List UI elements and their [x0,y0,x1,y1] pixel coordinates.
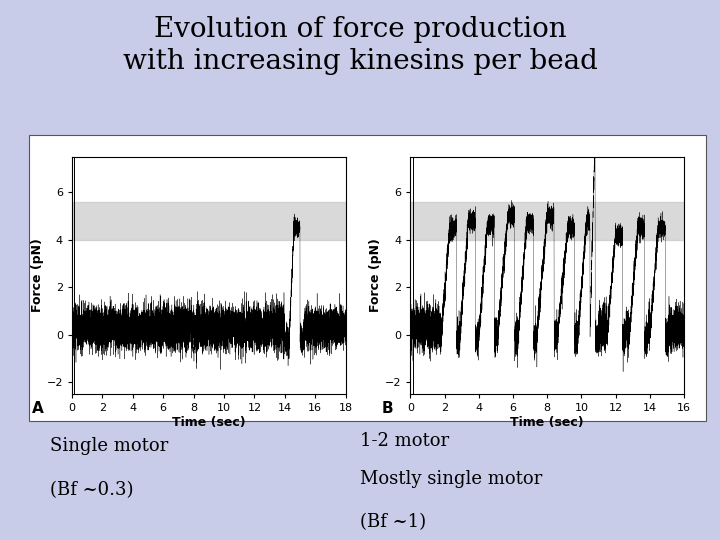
Text: 1-2 motor: 1-2 motor [360,432,449,450]
Text: Evolution of force production
with increasing kinesins per bead: Evolution of force production with incre… [122,16,598,76]
Bar [410,202,684,240]
Text: A: A [32,401,44,416]
X-axis label: Time (sec): Time (sec) [172,416,246,429]
Y-axis label: Force (pN): Force (pN) [369,239,382,312]
Text: (Bf ~1): (Bf ~1) [360,513,426,531]
Text: B: B [382,401,393,416]
Text: (Bf ~0.3): (Bf ~0.3) [50,481,134,498]
Bar [72,202,346,240]
Text: Single motor: Single motor [50,437,168,455]
Text: Mostly single motor: Mostly single motor [360,470,542,488]
X-axis label: Time (sec): Time (sec) [510,416,584,429]
Y-axis label: Force (pN): Force (pN) [31,239,44,312]
